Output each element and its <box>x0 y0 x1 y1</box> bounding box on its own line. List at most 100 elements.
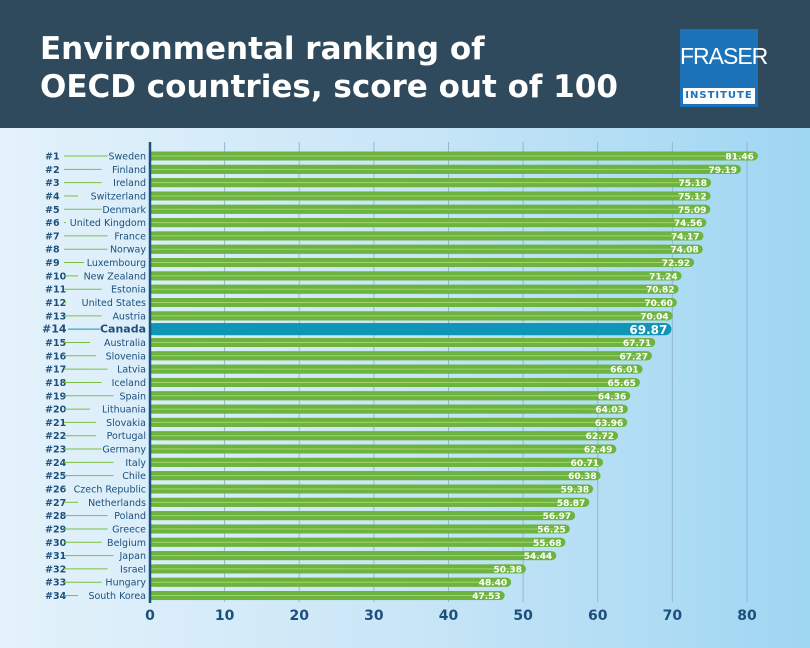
value-label: 56.25 <box>537 525 565 535</box>
rank-label: #20 <box>45 405 67 416</box>
rank-label: #7 <box>45 231 60 242</box>
value-label: 75.09 <box>678 206 706 216</box>
country-label: New Zealand <box>84 271 146 282</box>
rank-label: #32 <box>45 564 66 575</box>
x-tick-label: 80 <box>737 608 757 624</box>
value-label: 75.18 <box>679 179 707 189</box>
x-tick-label: 50 <box>513 608 533 624</box>
country-label: United Kingdom <box>70 218 146 229</box>
value-label: 70.60 <box>644 299 672 309</box>
value-label: 71.24 <box>649 272 677 282</box>
country-label: Sweden <box>108 152 146 163</box>
value-label: 59.38 <box>561 486 589 496</box>
country-label: Ireland <box>113 178 146 189</box>
value-label: 69.87 <box>629 323 667 337</box>
country-label: Luxembourg <box>87 258 146 269</box>
country-label: Canada <box>100 323 146 336</box>
x-tick-label: 20 <box>290 608 310 624</box>
x-tick-label: 10 <box>215 608 235 624</box>
value-label: 64.03 <box>595 406 623 416</box>
country-label: Lithuania <box>102 405 146 416</box>
country-label: Greece <box>112 524 146 535</box>
rank-label: #6 <box>45 218 60 229</box>
value-label: 60.38 <box>568 472 596 482</box>
value-label: 70.04 <box>640 312 668 322</box>
value-label: 67.71 <box>623 339 651 349</box>
value-label: 63.96 <box>595 419 623 429</box>
rank-label: #4 <box>45 191 60 202</box>
value-label: 74.08 <box>670 246 698 256</box>
rank-label: #30 <box>45 538 67 549</box>
country-label: Germany <box>102 445 146 456</box>
rank-label: #9 <box>45 258 60 269</box>
rank-label: #31 <box>45 551 66 562</box>
value-label: 74.17 <box>671 232 699 242</box>
country-label: Finland <box>112 165 146 176</box>
rank-label: #12 <box>45 298 66 309</box>
country-label: United States <box>82 298 146 309</box>
x-tick-label: 40 <box>439 608 459 624</box>
value-label: 62.49 <box>584 446 612 456</box>
country-label: South Korea <box>88 591 146 602</box>
rank-label: #13 <box>45 311 66 322</box>
rank-label: #8 <box>45 245 60 256</box>
rank-label: #34 <box>45 591 67 602</box>
x-tick-label: 70 <box>663 608 683 624</box>
rank-label: #14 <box>42 323 67 336</box>
rank-label: #5 <box>45 205 60 216</box>
value-label: 55.68 <box>533 539 561 549</box>
country-label: Slovenia <box>106 351 146 362</box>
value-label: 58.87 <box>557 499 585 509</box>
rank-label: #10 <box>45 271 67 282</box>
rank-label: #18 <box>45 378 67 389</box>
rank-label: #23 <box>45 445 66 456</box>
logo-text: FRASER <box>680 43 768 69</box>
country-label: Estonia <box>111 285 146 296</box>
country-label: Australia <box>104 338 146 349</box>
fraser-institute-logo: FRASER INSTITUTE <box>680 29 768 107</box>
country-label: Denmark <box>102 205 146 216</box>
rank-label: #28 <box>45 511 67 522</box>
value-label: 70.82 <box>646 286 674 296</box>
x-tick-label: 0 <box>145 608 155 624</box>
rank-label: #2 <box>45 165 60 176</box>
country-label: Belgium <box>107 538 146 549</box>
rank-label: #33 <box>45 578 66 589</box>
country-label: Iceland <box>112 378 146 389</box>
value-label: 75.12 <box>678 192 706 202</box>
value-label: 50.38 <box>493 565 521 575</box>
country-label: Slovakia <box>106 418 146 429</box>
logo-subtext: INSTITUTE <box>683 88 755 104</box>
rank-label: #16 <box>45 351 67 362</box>
x-tick-label: 60 <box>588 608 608 624</box>
country-label: Poland <box>114 511 146 522</box>
rank-label: #27 <box>45 498 66 509</box>
value-label: 67.27 <box>620 352 648 362</box>
rank-label: #21 <box>45 418 66 429</box>
rank-label: #3 <box>45 178 60 189</box>
rank-label: #22 <box>45 431 66 442</box>
rank-label: #15 <box>45 338 66 349</box>
rank-label: #19 <box>45 391 66 402</box>
value-label: 81.46 <box>725 153 753 163</box>
rank-label: #1 <box>45 152 60 163</box>
value-label: 62.72 <box>586 432 614 442</box>
value-label: 65.65 <box>607 379 635 389</box>
value-label: 47.53 <box>472 592 500 602</box>
rank-label: #24 <box>45 458 67 469</box>
x-tick-label: 30 <box>364 608 384 624</box>
rank-label: #25 <box>45 471 66 482</box>
value-label: 74.56 <box>674 219 702 229</box>
value-label: 56.97 <box>543 512 571 522</box>
country-label: France <box>114 231 146 242</box>
country-label: Austria <box>112 311 146 322</box>
value-label: 72.92 <box>662 259 690 269</box>
value-label: 60.71 <box>571 459 599 469</box>
rank-label: #11 <box>45 285 66 296</box>
country-label: Japan <box>119 551 147 562</box>
country-label: Hungary <box>105 578 146 589</box>
country-label: Latvia <box>117 365 146 376</box>
country-label: Czech Republic <box>74 485 146 496</box>
